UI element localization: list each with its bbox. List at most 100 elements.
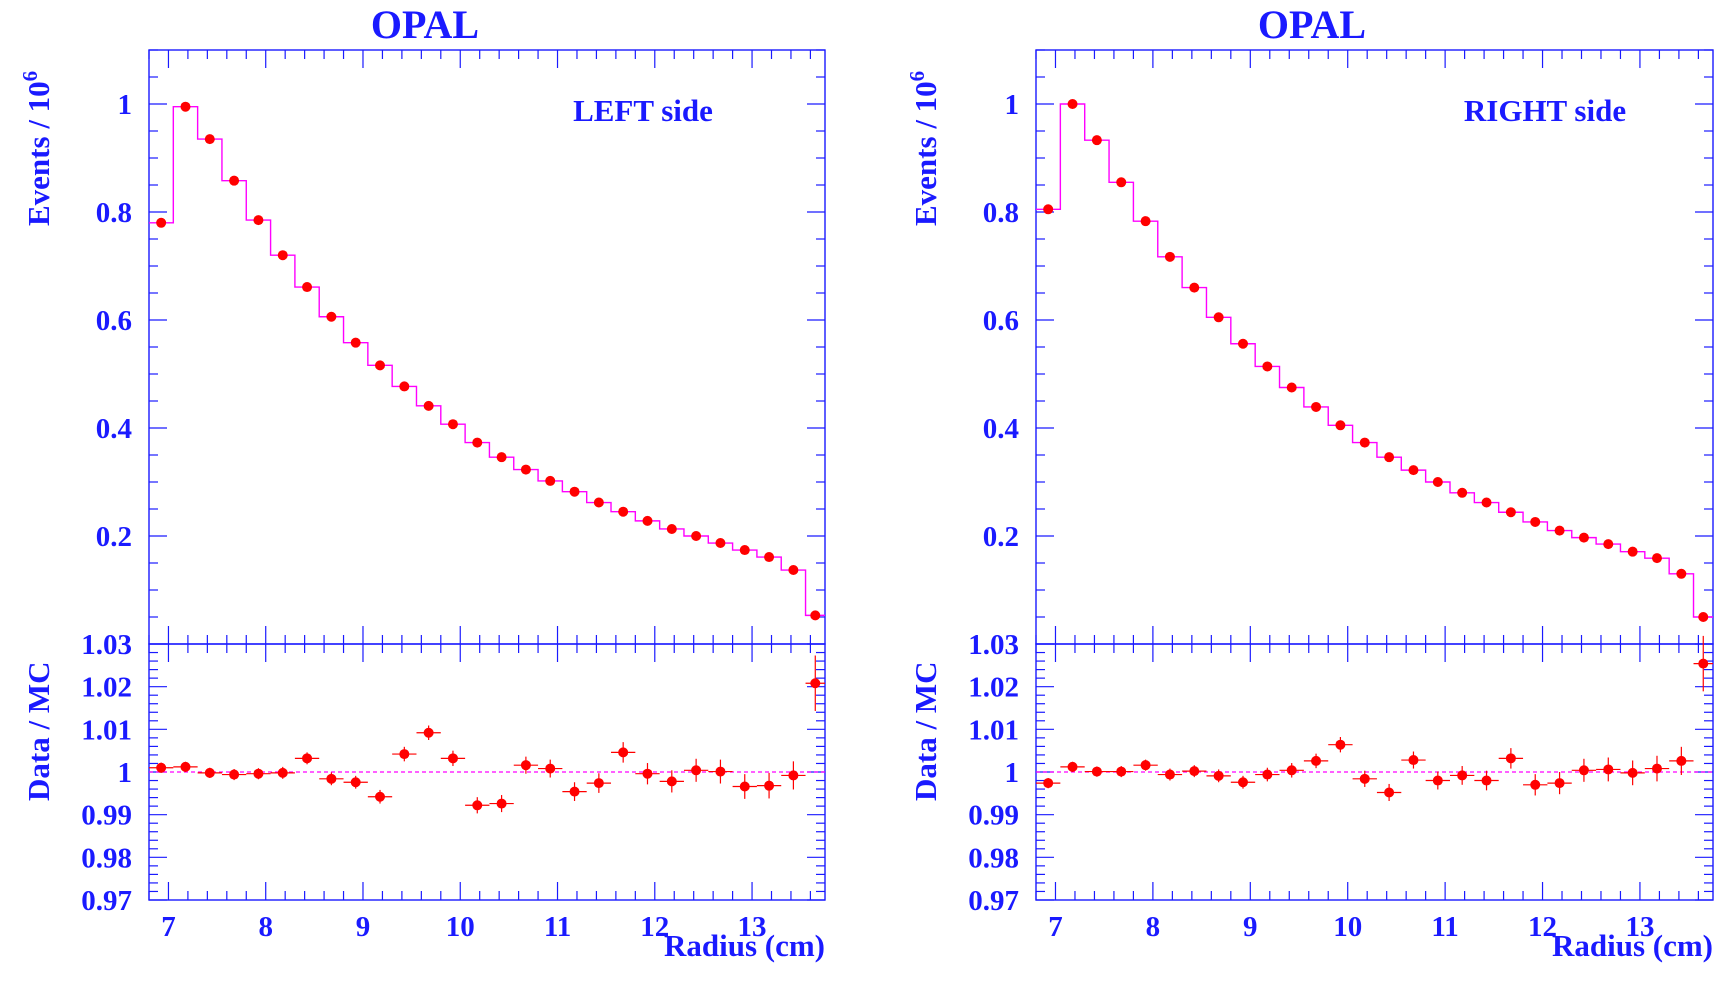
right-ratio-point [1676,755,1687,766]
right-x-tick-label: 11 [1431,911,1458,943]
right-y-top-tick-label: 0.2 [983,521,1019,553]
right-data-point [1676,568,1687,579]
left-ratio-point [375,791,386,802]
right-data-point [1140,216,1151,227]
left-x-tick-label: 9 [356,911,371,943]
right-y-top-tick-label: 0.8 [983,197,1019,229]
left-data-point [180,101,191,112]
left-data-point [204,134,215,145]
left-top-ylabel: Events / 106 [18,71,56,226]
right-top-frame [1035,49,1714,645]
right-top-ylabel-sup: 6 [905,71,929,82]
right-ratio-point [1505,753,1516,764]
right-data-point [1286,382,1297,393]
right-data-point [1505,507,1516,518]
left-x-tick-label: 11 [544,911,571,943]
left-x-tick-label: 13 [738,911,767,943]
left-y-bottom-tick-label: 0.98 [81,842,132,874]
left-x-tick-label: 12 [640,911,669,943]
right-y-bottom-tick-label: 1.03 [968,629,1019,661]
right-data-point [1457,487,1468,498]
right-data-point [1262,361,1273,372]
right-ratio-point [1262,769,1273,780]
left-ratio-point [739,781,750,792]
left-data-point [520,464,531,475]
right-x-tick-label: 9 [1243,911,1258,943]
right-y-bottom-tick-label: 1.02 [968,672,1019,704]
right-ratio-point [1189,766,1200,777]
right-data-point [1698,612,1709,622]
left-data-point [472,437,483,448]
left-data-point [277,250,288,261]
left-data-point [788,565,799,576]
right-ratio-point [1384,787,1395,798]
right-ratio-point [1237,777,1248,788]
left-y-top-tick-label: 0.4 [96,413,132,445]
right-data-point [1213,312,1224,323]
left-data-point [302,282,313,293]
left-ratio-point [788,770,799,781]
left-ratio-point [180,761,191,772]
left-ratio-point [642,768,653,779]
right-ratio-point [1140,760,1151,771]
right-ratio-point [1554,778,1565,789]
left-data-point [496,452,507,463]
left-ratio-point [326,773,337,784]
left-y-top-tick-label: 1 [118,89,133,121]
left-ratio-point [764,780,775,791]
right-ratio-point [1335,739,1346,750]
left-data-point [375,360,386,371]
left-data-point [326,311,337,322]
left-data-point [447,419,458,430]
right-x-tick-label: 13 [1625,911,1654,943]
right-y-top-tick-label: 0.4 [983,413,1019,445]
left-side-annotation: LEFT side [573,93,713,128]
left-y-bottom-tick-label: 0.97 [81,885,132,917]
right-y-top-tick-label: 0.6 [983,305,1019,337]
left-plot-layer: 7 8 9 10 11 12 13 0.2 0.4 0.6 0.8 1 0.97 0.98 0.99 1 1.0… [81,49,825,943]
right-data-point [1335,420,1346,431]
right-ratio-point [1164,769,1175,780]
left-y-top-tick-label: 0.6 [96,305,132,337]
right-data-point [1359,437,1370,448]
left-data-point [593,497,604,508]
left-ratio-point [399,749,410,760]
left-data-point [691,531,702,541]
left-ratio-point [204,767,215,778]
right-data-point [1578,532,1589,543]
left-y-top-tick-label: 0.8 [96,197,132,229]
left-data-point [229,175,240,186]
left-y-bottom-tick-label: 0.99 [81,800,132,832]
left-data-point [739,545,750,556]
left-ratio-point [472,800,483,811]
right-x-tick-label: 12 [1528,911,1557,943]
right-ratio-point [1043,778,1054,789]
right-data-point [1554,525,1565,536]
left-data-point [666,523,677,534]
left-ratio-point [545,763,556,774]
left-data-point [764,552,775,563]
left-ratio-point [691,765,702,776]
left-data-point [810,610,821,621]
left-xlabel: Radius (cm) [664,928,825,963]
right-mc-histogram [1036,103,1713,618]
left-chart-title: OPAL [371,2,479,47]
right-ratio-point [1530,779,1541,790]
left-data-point [569,486,580,497]
left-x-tick-label: 8 [258,911,273,943]
left-x-tick-label: 10 [446,911,475,943]
left-data-point [545,475,556,486]
left-bottom-ylabel: Data / MC [21,662,56,801]
right-ratio-point [1627,767,1638,778]
right-y-bottom-tick-label: 0.97 [968,885,1019,917]
right-xlabel: Radius (cm) [1552,928,1713,963]
left-data-point [618,506,629,517]
right-chart-title: OPAL [1258,2,1366,47]
right-ratio-point [1481,775,1492,786]
right-y-bottom-tick-label: 1 [1005,757,1020,789]
left-mc-histogram [149,106,825,617]
left-data-point [156,217,167,228]
left-ratio-point [520,760,531,771]
right-data-point [1432,477,1443,487]
left-data-point [350,337,361,348]
